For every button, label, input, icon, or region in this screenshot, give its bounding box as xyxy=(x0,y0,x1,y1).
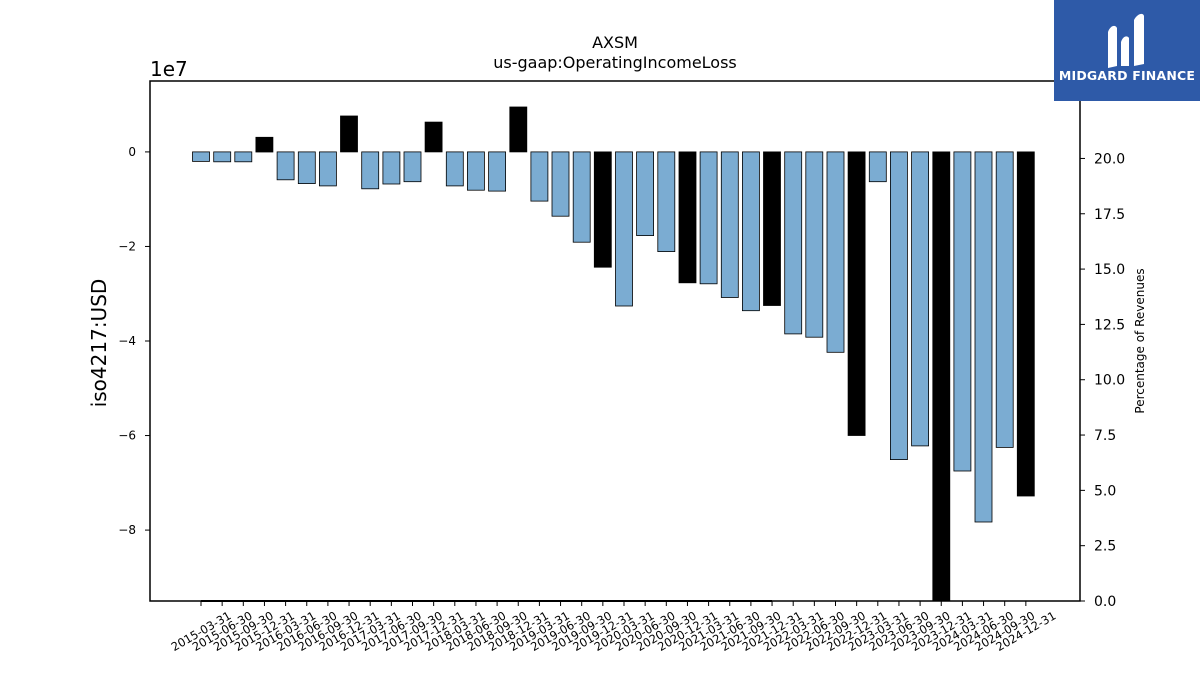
y2-tick-label: 2.5 xyxy=(1094,539,1116,555)
bar xyxy=(763,151,781,306)
bar xyxy=(657,151,676,252)
y2-tick-label: 10.0 xyxy=(1094,373,1125,389)
bar xyxy=(890,151,908,461)
bar xyxy=(382,151,401,185)
bar xyxy=(192,151,210,162)
bar xyxy=(742,151,760,312)
bar xyxy=(234,151,253,163)
bar xyxy=(1016,151,1035,497)
bar xyxy=(297,151,316,184)
bar xyxy=(255,136,274,153)
bar xyxy=(678,151,697,284)
chart-title: AXSM xyxy=(592,33,638,52)
bar xyxy=(932,151,951,602)
bar xyxy=(509,106,528,153)
bar xyxy=(784,151,803,335)
bar xyxy=(974,151,993,523)
y2-axis-label: Percentage of Revenues xyxy=(1133,268,1147,413)
bar xyxy=(361,151,380,190)
y2-tick-label: 0.0 xyxy=(1094,594,1116,610)
bar xyxy=(720,151,739,298)
bar xyxy=(636,151,654,236)
y-axis-label: iso4217:USD xyxy=(87,279,111,408)
bar xyxy=(699,151,718,285)
bar xyxy=(213,151,232,163)
bar xyxy=(551,151,570,217)
y-offset-label: 1e7 xyxy=(150,57,188,81)
bar xyxy=(615,151,633,307)
bar xyxy=(826,151,845,353)
chart-subtitle: us-gaap:OperatingIncomeLoss xyxy=(493,53,737,72)
logo-mark-icon xyxy=(1108,13,1144,68)
logo-text: MIDGARD FINANCE xyxy=(1058,68,1196,83)
bar xyxy=(911,151,929,447)
y-tick-label: −6 xyxy=(118,429,136,443)
bar xyxy=(466,151,485,191)
y2-tick-label: 15.0 xyxy=(1094,262,1125,278)
bar xyxy=(340,115,358,153)
y2-tick-label: 17.5 xyxy=(1094,207,1125,223)
y2-tick-label: 7.5 xyxy=(1094,428,1116,444)
bar xyxy=(805,151,824,338)
bar xyxy=(276,151,295,181)
y-tick-label: −8 xyxy=(118,523,136,537)
bar xyxy=(868,151,887,183)
bar xyxy=(445,151,464,187)
y-tick-label: 0 xyxy=(128,145,136,159)
bar xyxy=(995,151,1014,448)
y2-tick-label: 20.0 xyxy=(1094,151,1125,167)
y-tick-label: −2 xyxy=(118,239,136,253)
bar xyxy=(318,151,337,187)
bar xyxy=(847,151,866,436)
bar xyxy=(488,151,507,192)
bar xyxy=(593,151,612,268)
plot-frame xyxy=(149,80,1081,602)
bar xyxy=(424,121,443,153)
y2-tick-label: 12.5 xyxy=(1094,317,1125,333)
y-tick-label: −4 xyxy=(118,334,136,348)
bar xyxy=(530,151,549,202)
bar xyxy=(953,151,972,472)
y2-tick-label: 5.0 xyxy=(1094,483,1116,499)
bar xyxy=(572,151,591,243)
brand-logo: MIDGARD FINANCE xyxy=(1054,0,1200,101)
bar xyxy=(403,151,422,183)
